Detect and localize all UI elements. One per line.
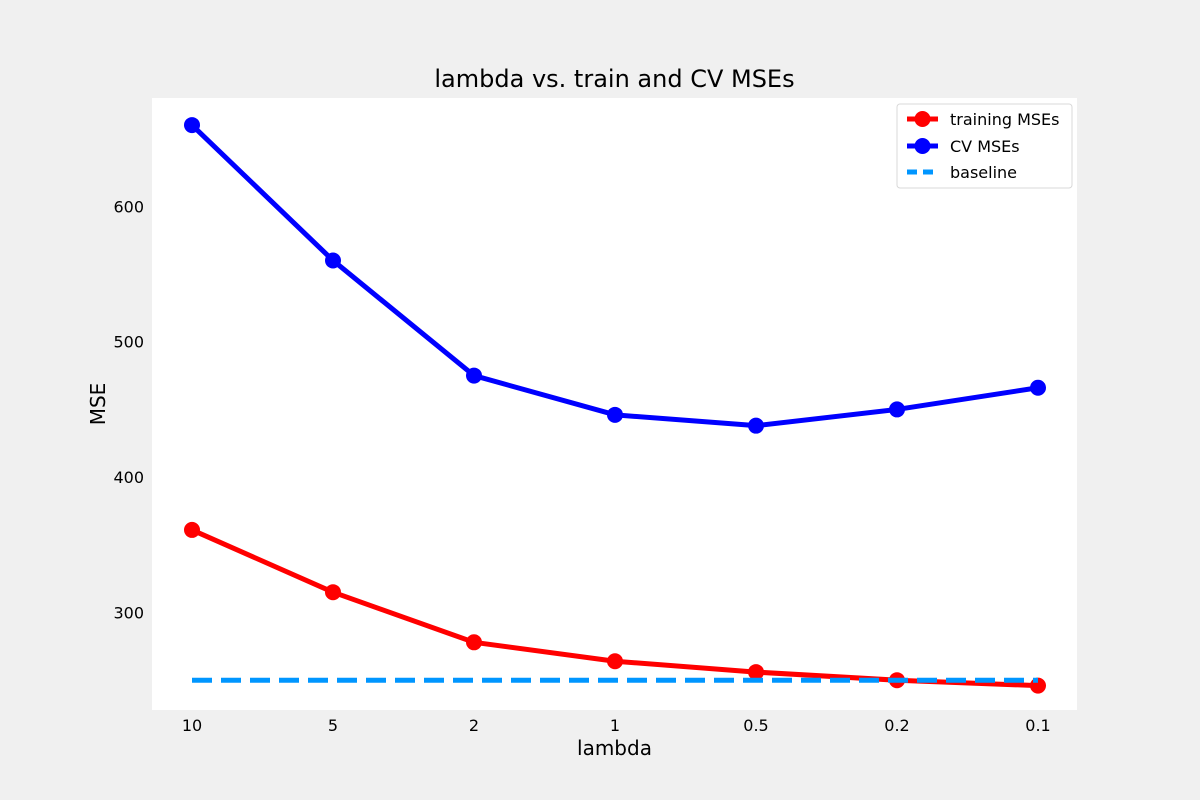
data-point bbox=[184, 117, 200, 134]
data-point bbox=[607, 653, 623, 670]
x-tick-labels: 10 5 2 1 0.5 0.2 0.1 bbox=[182, 716, 1051, 735]
data-point bbox=[325, 584, 341, 601]
y-tick-labels: 300 400 500 600 bbox=[113, 197, 144, 622]
legend-box bbox=[896, 103, 1073, 189]
legend: training MSEs CV MSEs baseline bbox=[896, 103, 1073, 189]
y-tick-label: 300 bbox=[113, 604, 144, 623]
data-point bbox=[466, 634, 482, 651]
chart-title: lambda vs. train and CV MSEs bbox=[434, 65, 794, 93]
y-tick-label: 500 bbox=[113, 333, 144, 352]
data-point bbox=[1030, 379, 1046, 396]
y-tick-label: 600 bbox=[113, 197, 144, 216]
data-point bbox=[607, 406, 623, 423]
legend-marker-training bbox=[914, 111, 931, 127]
y-axis-label: MSE bbox=[86, 383, 110, 426]
data-point bbox=[748, 664, 764, 681]
x-tick-label: 10 bbox=[182, 716, 202, 735]
x-tick-label: 5 bbox=[328, 716, 338, 735]
data-point bbox=[184, 521, 200, 538]
x-tick-label: 0.5 bbox=[743, 716, 768, 735]
data-point bbox=[889, 401, 905, 418]
legend-label-training: training MSEs bbox=[950, 110, 1059, 129]
x-tick-label: 2 bbox=[469, 716, 479, 735]
x-tick-label: 0.2 bbox=[884, 716, 909, 735]
legend-label-baseline: baseline bbox=[950, 163, 1017, 182]
data-point bbox=[325, 252, 341, 269]
legend-label-cv: CV MSEs bbox=[950, 137, 1020, 156]
x-axis-label: lambda bbox=[577, 736, 652, 760]
legend-marker-cv bbox=[914, 138, 931, 154]
data-point bbox=[466, 367, 482, 384]
series-layer bbox=[184, 117, 1046, 694]
series-cv-mses bbox=[184, 117, 1046, 434]
x-tick-label: 0.1 bbox=[1025, 716, 1050, 735]
data-point bbox=[748, 417, 764, 434]
y-tick-label: 400 bbox=[113, 468, 144, 487]
x-tick-label: 1 bbox=[610, 716, 620, 735]
